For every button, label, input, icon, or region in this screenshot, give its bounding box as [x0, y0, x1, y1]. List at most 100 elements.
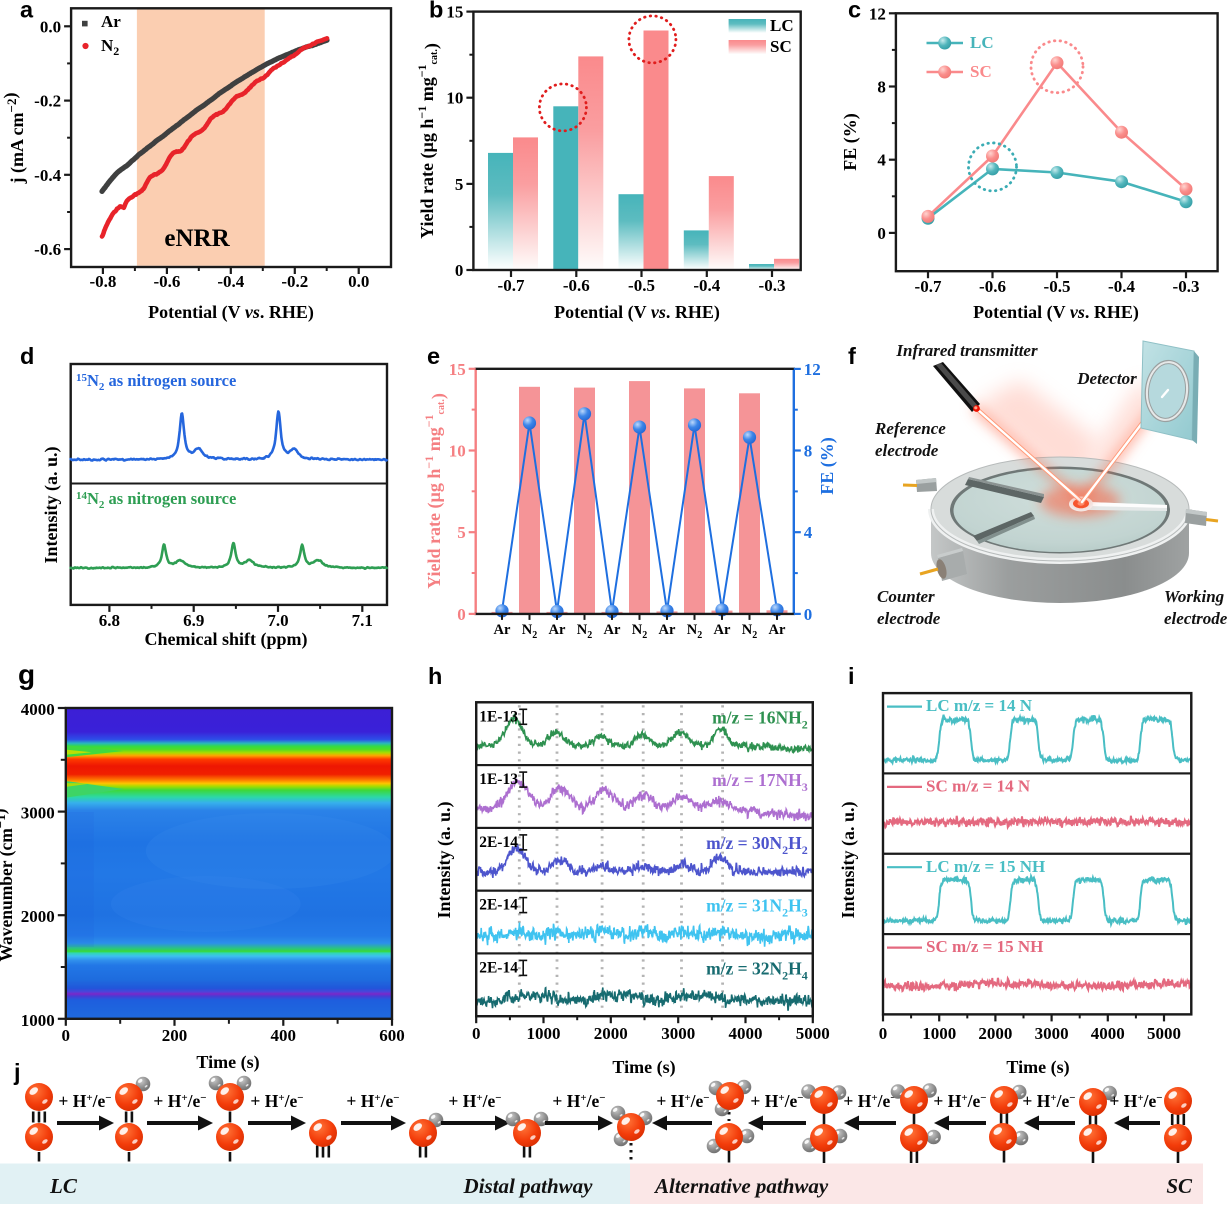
svg-text:12: 12: [804, 360, 821, 379]
svg-text:+ H+/e−: + H+/e−: [448, 1091, 501, 1111]
svg-text:e: e: [427, 343, 440, 369]
svg-text:8: 8: [804, 442, 813, 461]
svg-text:+ H+/e−: + H+/e−: [552, 1091, 605, 1111]
svg-text:6.9: 6.9: [183, 611, 204, 630]
svg-text:4000: 4000: [21, 700, 55, 719]
svg-text:0: 0: [457, 605, 466, 624]
svg-text:-0.4: -0.4: [693, 276, 720, 295]
svg-text:5: 5: [457, 523, 466, 542]
svg-text:400: 400: [271, 1026, 297, 1045]
svg-text:-0.3: -0.3: [1173, 277, 1200, 296]
svg-text:Ar: Ar: [549, 622, 566, 638]
svg-text:Potential (V vs. RHE): Potential (V vs. RHE): [148, 302, 314, 323]
svg-text:-0.6: -0.6: [563, 276, 590, 295]
svg-text:-0.2: -0.2: [34, 92, 61, 111]
svg-text:-0.4: -0.4: [34, 166, 61, 185]
svg-text:LC m/z = 14 N: LC m/z = 14 N: [926, 696, 1033, 715]
svg-text:2000: 2000: [594, 1024, 628, 1043]
svg-text:+ H+/e−: + H+/e−: [346, 1091, 399, 1111]
svg-text:Potential (V vs. RHE): Potential (V vs. RHE): [554, 302, 720, 323]
svg-text:electrode: electrode: [1164, 609, 1228, 628]
svg-text:5000: 5000: [1147, 1024, 1181, 1043]
svg-text:14N2 as nitrogen source: 14N2 as nitrogen source: [76, 489, 236, 511]
svg-text:0.0: 0.0: [348, 272, 369, 291]
svg-text:m/z = 30N2H2: m/z = 30N2H2: [706, 833, 808, 857]
svg-text:+ H+/e−: + H+/e−: [656, 1091, 709, 1111]
svg-text:Ar: Ar: [714, 622, 731, 638]
svg-text:m/z = 16NH2: m/z = 16NH2: [712, 707, 808, 731]
svg-text:-0.6: -0.6: [153, 272, 180, 291]
svg-text:4000: 4000: [729, 1024, 763, 1043]
svg-text:4: 4: [804, 523, 813, 542]
svg-text:Working: Working: [1164, 587, 1225, 606]
svg-text:Intensity (a. u.): Intensity (a. u.): [838, 801, 859, 918]
svg-text:h: h: [428, 663, 442, 689]
svg-text:+ H+/e−: + H+/e−: [843, 1091, 896, 1111]
svg-text:1000: 1000: [21, 1011, 55, 1030]
svg-text:Ar: Ar: [494, 622, 511, 638]
svg-text:2000: 2000: [978, 1024, 1012, 1043]
svg-text:0: 0: [455, 261, 464, 280]
svg-text:electrode: electrode: [875, 441, 939, 460]
svg-text:a: a: [20, 0, 34, 23]
svg-text:eNRR: eNRR: [164, 225, 230, 252]
svg-text:600: 600: [379, 1026, 405, 1045]
svg-text:Time (s): Time (s): [1006, 1057, 1069, 1078]
svg-text:Intensity (a. u.): Intensity (a. u.): [434, 801, 455, 918]
svg-text:SC m/z = 15 NH: SC m/z = 15 NH: [926, 937, 1043, 956]
svg-text:d: d: [20, 343, 34, 369]
svg-text:10: 10: [449, 442, 466, 461]
svg-text:b: b: [429, 0, 443, 23]
svg-text:m/z = 17NH3: m/z = 17NH3: [712, 770, 808, 794]
svg-text:Distal pathway: Distal pathway: [463, 1174, 594, 1198]
svg-text:0: 0: [804, 605, 813, 624]
svg-text:Infrared transmitter: Infrared transmitter: [895, 341, 1038, 360]
svg-text:j: j: [13, 1059, 21, 1085]
svg-text:+ H+/e−: + H+/e−: [750, 1091, 803, 1111]
svg-text:200: 200: [162, 1026, 188, 1045]
svg-text:electrode: electrode: [877, 609, 941, 628]
svg-text:LC: LC: [970, 33, 994, 52]
svg-text:+ H+/e−: + H+/e−: [1022, 1091, 1075, 1111]
svg-text:-0.5: -0.5: [628, 276, 655, 295]
svg-text:LC: LC: [49, 1174, 78, 1198]
svg-text:Alternative pathway: Alternative pathway: [653, 1174, 829, 1198]
svg-text:15: 15: [446, 3, 463, 22]
svg-text:+ H+/e−: + H+/e−: [1109, 1091, 1162, 1111]
svg-text:0: 0: [879, 1024, 888, 1043]
svg-text:-0.6: -0.6: [979, 277, 1006, 296]
svg-text:15: 15: [449, 360, 466, 379]
svg-text:-0.4: -0.4: [217, 272, 244, 291]
svg-text:Potential (V vs. RHE): Potential (V vs. RHE): [973, 302, 1139, 323]
svg-text:-0.4: -0.4: [1108, 277, 1135, 296]
svg-text:g: g: [18, 659, 35, 690]
svg-text:7.1: 7.1: [352, 611, 373, 630]
svg-text:FE (%): FE (%): [840, 113, 861, 171]
svg-text:2E-14: 2E-14: [479, 959, 518, 976]
svg-text:15N2 as nitrogen source: 15N2 as nitrogen source: [76, 371, 236, 393]
svg-text:Ar: Ar: [769, 622, 786, 638]
svg-text:2000: 2000: [21, 907, 55, 926]
svg-text:-0.7: -0.7: [498, 276, 525, 295]
svg-text:0: 0: [877, 224, 886, 243]
svg-text:Ar: Ar: [604, 622, 621, 638]
svg-text:LC: LC: [770, 16, 794, 35]
svg-text:12: 12: [869, 4, 886, 23]
svg-text:1E-13: 1E-13: [479, 771, 518, 788]
svg-text:FE (%): FE (%): [817, 437, 838, 495]
svg-text:c: c: [848, 0, 861, 23]
svg-text:+ H+/e−: + H+/e−: [250, 1091, 303, 1111]
svg-text:i: i: [848, 663, 855, 689]
svg-text:0: 0: [472, 1024, 481, 1043]
svg-text:1E-13: 1E-13: [479, 708, 518, 725]
svg-text:SC: SC: [1166, 1174, 1193, 1198]
svg-text:5000: 5000: [796, 1024, 830, 1043]
svg-text:-0.7: -0.7: [915, 277, 942, 296]
svg-text:LC m/z = 15 NH: LC m/z = 15 NH: [926, 857, 1045, 876]
svg-text:3000: 3000: [1035, 1024, 1069, 1043]
svg-text:2E-14: 2E-14: [479, 897, 518, 914]
svg-text:5: 5: [455, 175, 464, 194]
svg-text:Detector: Detector: [1076, 369, 1137, 388]
svg-text:0.0: 0.0: [40, 17, 61, 36]
svg-text:-0.2: -0.2: [281, 272, 308, 291]
